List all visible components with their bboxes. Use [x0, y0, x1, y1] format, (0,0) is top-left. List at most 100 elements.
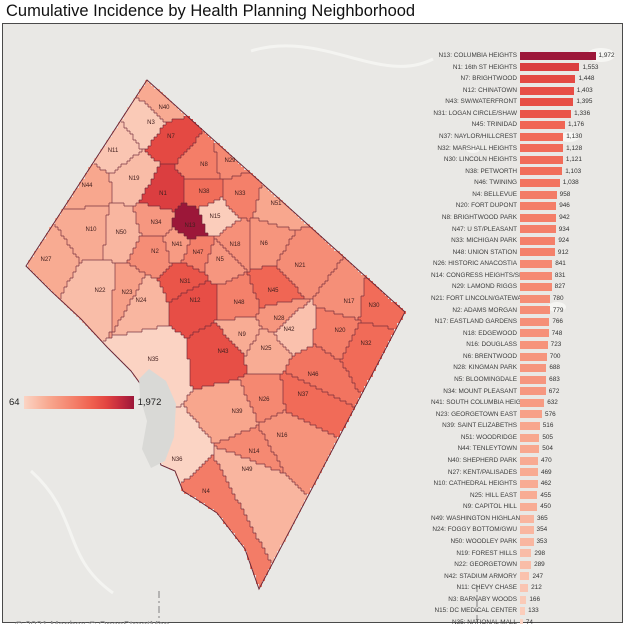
bar[interactable]	[520, 526, 534, 535]
bar[interactable]	[520, 456, 538, 465]
bar[interactable]	[520, 329, 549, 338]
bar-label: N32: MARSHALL HEIGHTS	[437, 144, 517, 152]
bar[interactable]	[520, 213, 557, 222]
map-region-N41[interactable]	[163, 227, 190, 263]
bar[interactable]	[520, 560, 532, 569]
map-region-N22[interactable]	[61, 260, 115, 341]
map-region-N26[interactable]	[238, 374, 286, 422]
bar[interactable]	[520, 584, 529, 593]
map-region-N33[interactable]	[223, 173, 262, 221]
map-region-N17[interactable]	[313, 257, 367, 320]
bar[interactable]	[520, 503, 538, 512]
map-region-N30[interactable]	[358, 278, 406, 329]
map-region-N6[interactable]	[250, 218, 295, 269]
map-region-label: N31	[179, 279, 191, 285]
map-region-N50[interactable]	[103, 203, 142, 263]
map-region-N51[interactable]	[253, 185, 310, 230]
map-region-N3[interactable]	[121, 98, 166, 149]
map-region-N38[interactable]	[184, 179, 223, 209]
bar[interactable]	[520, 375, 547, 384]
map-region-N46[interactable]	[286, 344, 361, 407]
bar[interactable]	[520, 317, 550, 326]
map-region-N43[interactable]	[187, 323, 247, 389]
bar[interactable]	[520, 155, 563, 164]
map-region-N34[interactable]	[133, 203, 175, 236]
map-region-N45[interactable]	[247, 266, 304, 308]
map-region-N37[interactable]	[280, 371, 355, 437]
bar[interactable]	[520, 341, 548, 350]
bar[interactable]	[520, 364, 547, 373]
bar[interactable]	[520, 225, 556, 234]
map-region-N28[interactable]	[256, 299, 310, 332]
map-region-N35[interactable]	[103, 326, 193, 410]
map-region-N49[interactable]	[214, 446, 307, 563]
map-region-N29[interactable]	[214, 143, 250, 179]
map-region-N8[interactable]	[175, 131, 220, 179]
bar[interactable]	[520, 491, 538, 500]
map-region-N44[interactable]	[64, 164, 112, 209]
bar[interactable]	[520, 190, 557, 199]
bar-row: N12: CHINATOWN 1,403	[431, 85, 623, 97]
map-region-label: N2	[151, 249, 159, 255]
map-region-N15[interactable]	[199, 197, 241, 236]
bar-row: N22: GEORGETOWN 289	[431, 559, 623, 571]
bar-label: N26: HISTORIC ANACOSTIA	[432, 260, 517, 268]
map-region-N16[interactable]	[259, 410, 337, 494]
map-region-N40[interactable]	[136, 80, 184, 122]
bar[interactable]	[520, 410, 543, 419]
bar[interactable]	[520, 63, 580, 72]
bar[interactable]	[520, 479, 538, 488]
map-region-N19[interactable]	[109, 149, 160, 206]
map-region-label: N20	[334, 328, 346, 334]
bar[interactable]	[520, 422, 540, 431]
map-region-N31[interactable]	[157, 263, 208, 302]
bar[interactable]	[520, 86, 574, 95]
bar[interactable]	[520, 537, 534, 546]
map-region-N42[interactable]	[274, 299, 316, 356]
bar[interactable]	[520, 468, 538, 477]
bar-label: N16: DOUGLASS	[466, 341, 517, 349]
bar[interactable]	[520, 607, 526, 616]
map-region-N5[interactable]	[205, 239, 247, 284]
map-region-N39[interactable]	[184, 380, 259, 443]
map-region-N24[interactable]	[112, 275, 169, 335]
bar[interactable]	[520, 283, 552, 292]
bar[interactable]	[520, 98, 574, 107]
bar[interactable]	[520, 109, 572, 118]
map-region-N48[interactable]	[217, 272, 259, 320]
bar[interactable]	[520, 202, 557, 211]
map-region-N4[interactable]	[181, 455, 271, 587]
bar[interactable]	[520, 294, 550, 303]
bar[interactable]	[520, 74, 576, 83]
map-attribution[interactable]: © 2021 Mapbox © OpenStreetMap	[15, 620, 169, 624]
map-region-N7[interactable]	[145, 116, 202, 164]
bar[interactable]	[520, 618, 523, 624]
bar[interactable]	[520, 236, 556, 245]
bar[interactable]	[520, 179, 560, 188]
bar[interactable]	[520, 549, 532, 558]
map-region-N1[interactable]	[139, 164, 184, 212]
bar[interactable]	[520, 51, 596, 60]
bar[interactable]	[520, 572, 530, 581]
bar[interactable]	[520, 144, 564, 153]
bar[interactable]	[520, 248, 555, 257]
bar[interactable]	[520, 387, 546, 396]
bar[interactable]	[520, 445, 540, 454]
bar[interactable]	[520, 433, 540, 442]
bar[interactable]	[520, 271, 552, 280]
bar[interactable]	[520, 167, 563, 176]
map-region-N2[interactable]	[127, 236, 172, 278]
bar[interactable]	[520, 121, 566, 130]
bar[interactable]	[520, 595, 527, 604]
bar[interactable]	[520, 306, 550, 315]
bar[interactable]	[520, 352, 547, 361]
bar[interactable]	[520, 514, 534, 523]
map-region-label: N24	[135, 298, 147, 304]
map-region-N10[interactable]	[55, 206, 109, 263]
bar[interactable]	[520, 132, 564, 141]
map-region-N23[interactable]	[109, 263, 145, 338]
map-region-label: N50	[115, 230, 127, 236]
map-region-N32[interactable]	[340, 323, 394, 392]
bar[interactable]	[520, 398, 545, 407]
bar[interactable]	[520, 260, 553, 269]
